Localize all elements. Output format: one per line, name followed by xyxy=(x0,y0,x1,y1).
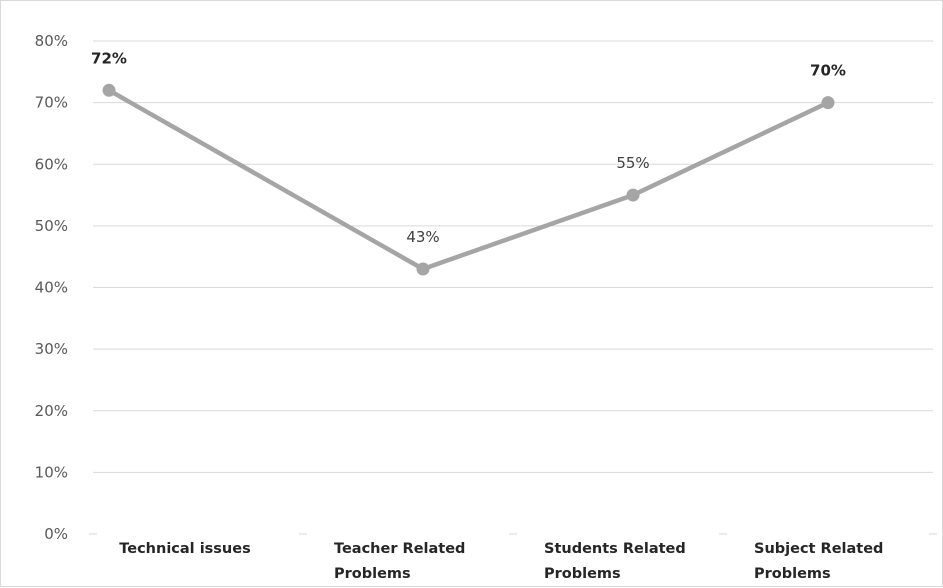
y-tick-label: 0% xyxy=(44,525,68,543)
y-tick-label: 60% xyxy=(35,155,68,173)
y-tick-label: 40% xyxy=(35,279,68,297)
data-point xyxy=(821,96,835,110)
y-tick-label: 20% xyxy=(35,402,68,420)
data-point xyxy=(102,83,116,97)
y-tick-label: 80% xyxy=(35,32,68,50)
data-point xyxy=(626,188,640,202)
y-tick-label: 10% xyxy=(35,463,68,481)
x-category-label: Subject Related Problems xyxy=(754,541,883,582)
data-label: 70% xyxy=(810,62,846,80)
x-category-label: Teacher Related Problems xyxy=(334,541,465,582)
x-category-label: Students Related Problems xyxy=(544,541,686,582)
x-category-label: Technical issues xyxy=(119,541,250,557)
data-label: 55% xyxy=(616,154,649,172)
y-tick-label: 70% xyxy=(35,94,68,112)
data-label: 43% xyxy=(406,228,439,246)
series-line xyxy=(106,88,831,272)
data-label: 72% xyxy=(91,49,127,67)
y-tick-label: 50% xyxy=(35,217,68,235)
data-point xyxy=(416,262,430,276)
y-tick-label: 30% xyxy=(35,340,68,358)
